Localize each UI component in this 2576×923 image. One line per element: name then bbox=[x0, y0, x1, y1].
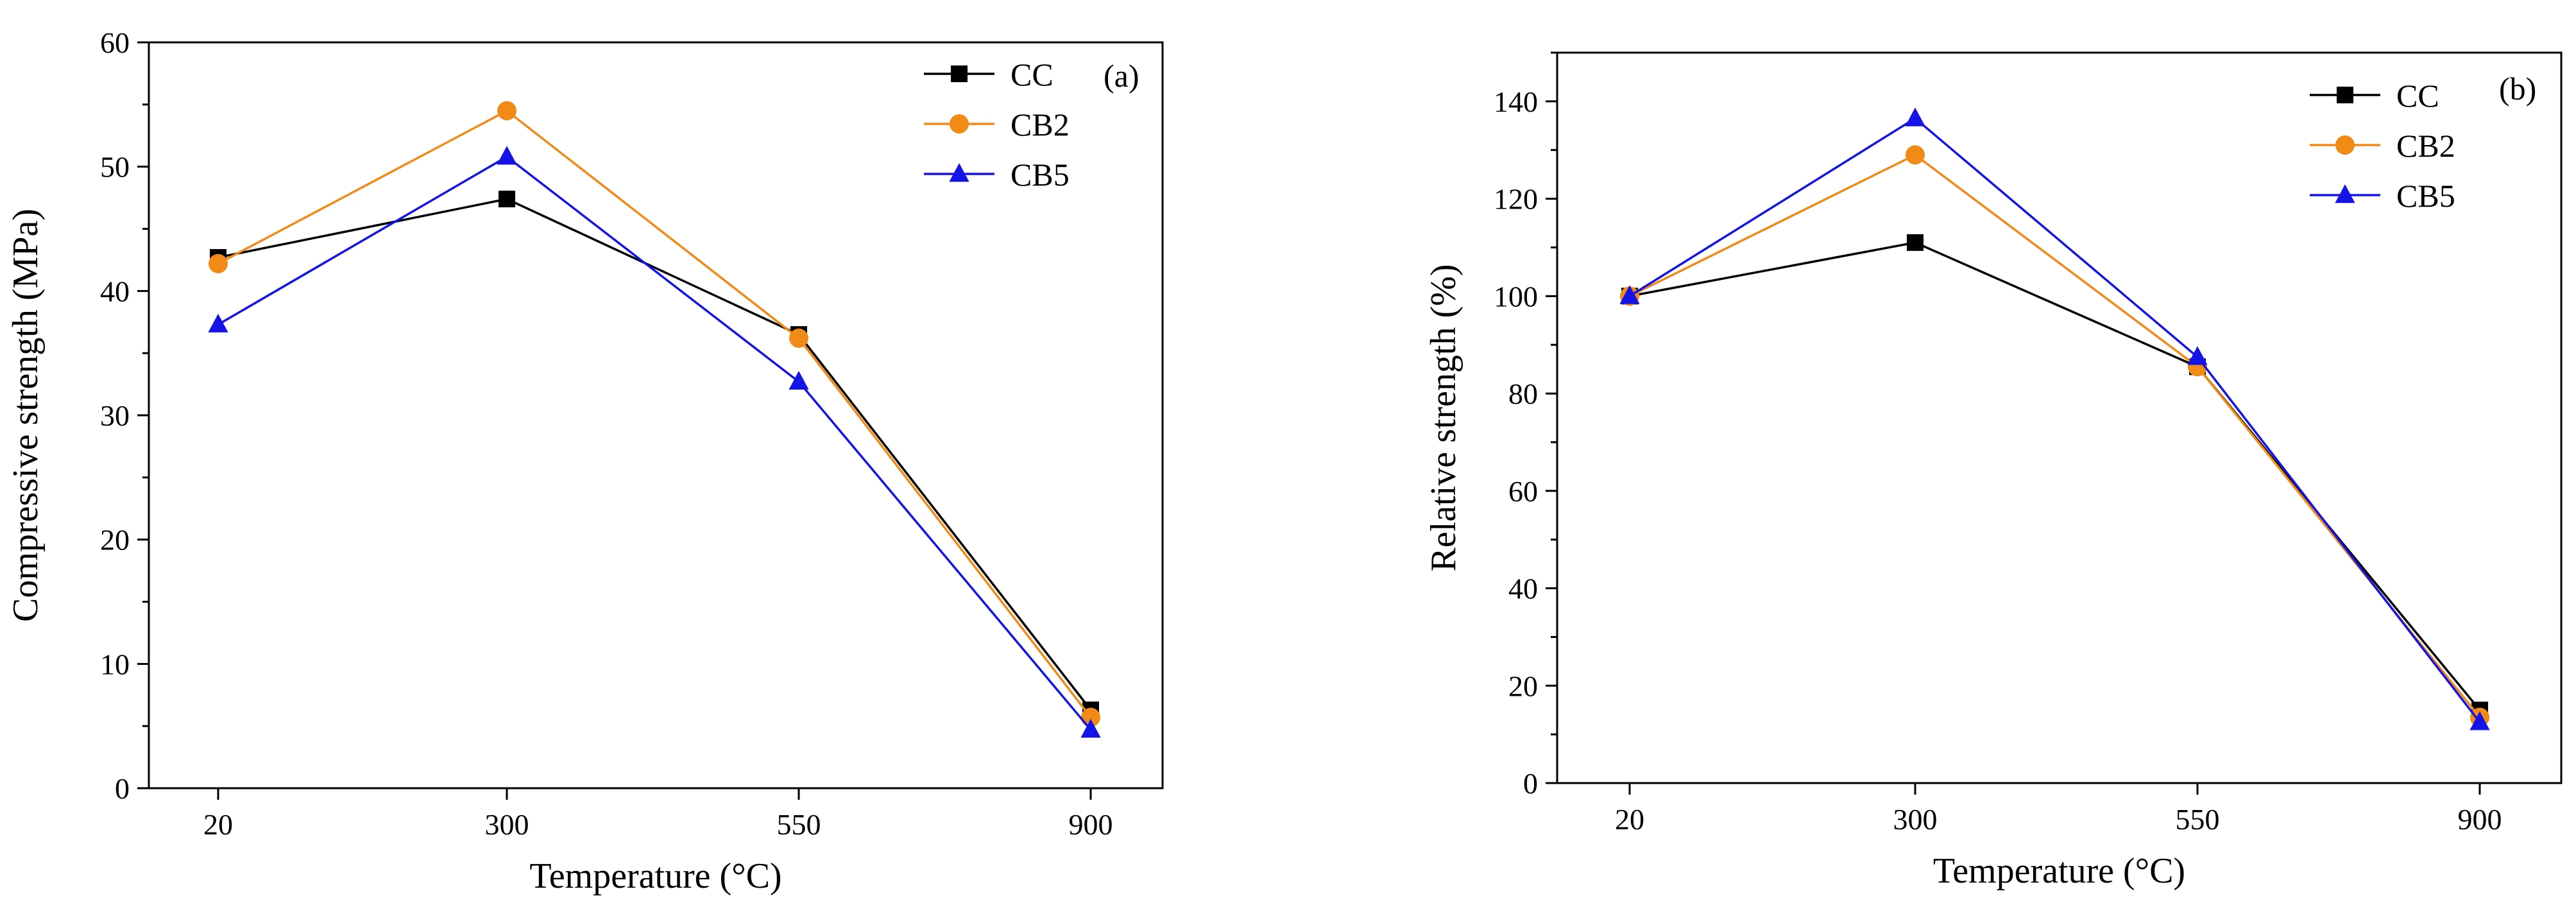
y-axis-label: Compressive strength (MPa) bbox=[6, 209, 46, 622]
legend-label-cc: CC bbox=[1011, 56, 1053, 92]
data-point-cc bbox=[499, 191, 515, 208]
legend-label-cc: CC bbox=[2396, 78, 2439, 114]
x-tick-label: 550 bbox=[2176, 803, 2220, 836]
y-tick-label: 60 bbox=[1508, 475, 1538, 508]
series-line-cb2 bbox=[218, 109, 1092, 718]
legend-label-cb5: CB5 bbox=[2396, 178, 2455, 214]
data-point-cb2 bbox=[789, 328, 808, 348]
y-tick-label: 10 bbox=[100, 648, 130, 680]
x-tick-label: 300 bbox=[1893, 803, 1938, 836]
data-point-cb5 bbox=[2469, 711, 2490, 730]
x-axis-label: Temperature (°C) bbox=[1933, 851, 2185, 891]
data-point-cb5 bbox=[497, 146, 517, 165]
data-point-cb5 bbox=[789, 370, 809, 390]
y-tick-label: 80 bbox=[1508, 377, 1538, 410]
data-point-cb2 bbox=[209, 254, 228, 273]
y-tick-label: 60 bbox=[100, 26, 130, 59]
x-tick-label: 550 bbox=[777, 808, 821, 841]
data-point-cb2 bbox=[1081, 707, 1100, 727]
data-point-cb5 bbox=[1619, 285, 1640, 304]
y-tick-label: 100 bbox=[1494, 280, 1538, 313]
legend-marker-cb2 bbox=[2335, 135, 2355, 155]
plot-frame bbox=[148, 41, 1164, 789]
y-tick-label: 0 bbox=[1523, 767, 1538, 800]
y-tick-label: 40 bbox=[100, 275, 130, 307]
series-line-cc bbox=[1629, 241, 2481, 711]
x-tick-label: 900 bbox=[2458, 803, 2502, 836]
x-tick-label: 300 bbox=[485, 808, 529, 841]
legend-label-cb2: CB2 bbox=[1011, 107, 1070, 142]
series-line-cb2 bbox=[1629, 153, 2481, 718]
plot-frame bbox=[1556, 51, 2563, 784]
data-point-cb5 bbox=[208, 313, 228, 332]
legend-label-cb5: CB5 bbox=[1011, 157, 1070, 193]
chart-a: 0 10 20 30 40 50 60 20 300 550 900 Temperature (°C)… bbox=[6, 26, 1164, 896]
y-tick-label: 120 bbox=[1494, 183, 1538, 216]
legend-marker-cc bbox=[2337, 87, 2353, 103]
legend-marker-cb5 bbox=[2335, 184, 2355, 203]
data-point-cb2 bbox=[1906, 145, 1925, 165]
legend-marker-cc bbox=[951, 65, 968, 82]
x-tick-label: 20 bbox=[203, 808, 233, 841]
x-axis-label: Temperature (°C) bbox=[529, 856, 781, 896]
y-tick-label: 20 bbox=[1508, 669, 1538, 702]
chart-b: 0 20 40 60 80 100 120 140 20 300 550 900 Temperature… bbox=[1424, 51, 2563, 891]
data-point-cb2 bbox=[497, 101, 516, 121]
y-tick-label: 40 bbox=[1508, 573, 1538, 605]
y-tick-label: 0 bbox=[115, 772, 130, 805]
y-tick-label: 20 bbox=[100, 524, 130, 556]
y-tick-label: 140 bbox=[1494, 85, 1538, 118]
series-line-cb5 bbox=[218, 155, 1092, 731]
series-line-cb5 bbox=[1629, 117, 2481, 723]
legend-marker-cb2 bbox=[950, 114, 969, 134]
y-tick-label: 50 bbox=[100, 151, 130, 184]
data-point-cc bbox=[1907, 234, 1923, 251]
data-point-cb5 bbox=[1080, 719, 1101, 738]
series-line-cc bbox=[218, 198, 1092, 711]
panel-label: (b) bbox=[2499, 71, 2536, 107]
legend-marker-cb5 bbox=[949, 163, 969, 182]
y-tick-label: 30 bbox=[100, 399, 130, 432]
y-axis-label: Relative strength (%) bbox=[1424, 264, 1463, 572]
data-point-cb5 bbox=[1905, 107, 1925, 126]
legend-label-cb2: CB2 bbox=[2396, 128, 2455, 164]
panel-label: (a) bbox=[1104, 58, 1139, 94]
x-tick-label: 20 bbox=[1615, 803, 1644, 836]
x-tick-label: 900 bbox=[1069, 808, 1113, 841]
data-point-cb5 bbox=[2187, 346, 2208, 365]
